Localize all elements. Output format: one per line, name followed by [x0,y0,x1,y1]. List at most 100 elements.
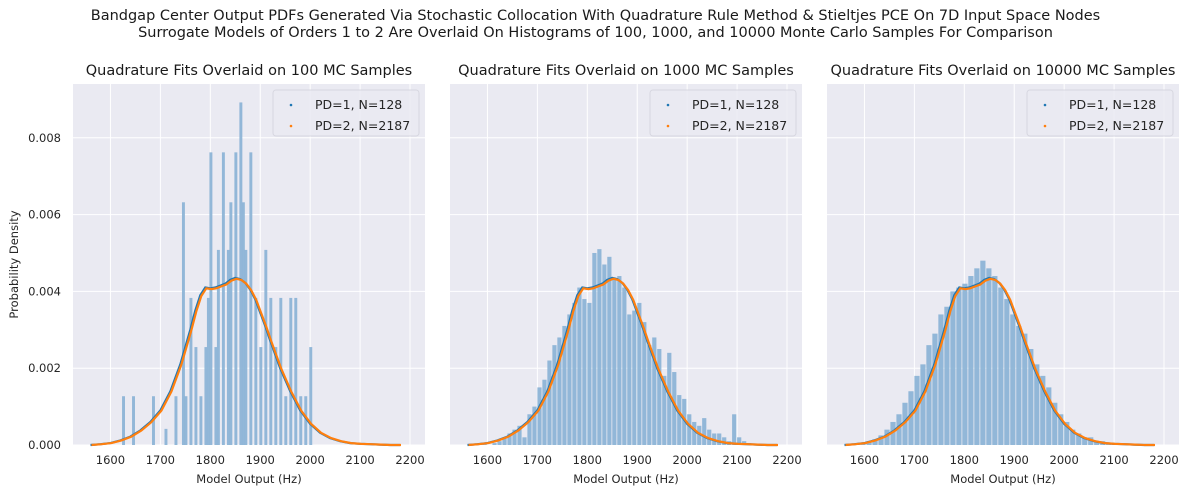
histogram-bar [1052,402,1058,445]
histogram-bar [194,347,198,445]
y-tick-label: 0.004 [28,284,61,298]
x-tick-label: 2000 [673,453,702,467]
histogram-bar [667,352,672,445]
histogram-bar [592,252,597,445]
histogram-bar [1028,348,1034,445]
histogram-bar [944,306,950,445]
panel-title: Quadrature Fits Overlaid on 1000 MC Samp… [458,63,794,79]
histogram-bar [492,443,497,445]
histogram-bar [259,347,263,445]
histogram-bar [950,291,956,445]
histogram-bar [956,287,962,445]
histogram-bar [657,348,662,445]
suptitle-line-1: Bandgap Center Output PDFs Generated Via… [90,8,1101,24]
histogram-bar [1094,441,1100,445]
legend-marker [1043,124,1047,128]
histogram-bar [1058,414,1064,445]
histogram-bar [602,264,607,445]
histogram-bar [572,302,577,445]
histogram-bar [289,297,293,445]
legend-label: PD=1, N=128 [315,97,402,112]
legend-marker [1043,103,1047,107]
histogram-bar [264,249,268,445]
histogram-bar [1082,437,1088,445]
histogram-bar [1022,333,1028,445]
histogram-bar [627,314,632,445]
histogram-bar [294,297,298,445]
legend-box [649,89,797,137]
series-line-pd2 [468,277,778,447]
histogram-bar [968,276,974,445]
x-tick-label: 1800 [573,453,602,467]
histogram-bar [1016,325,1022,445]
histogram-bar [254,297,258,445]
histogram-bar [304,396,308,445]
histogram-bar [697,425,702,445]
histogram-bar [896,414,902,445]
x-tick-label: 1900 [623,453,652,467]
series-line-pd2 [91,277,401,447]
chart-panel-1: 1600 1700 1800 1900 2000 2100 2200 Model Output… [7,63,425,486]
x-tick-label: 1800 [950,453,979,467]
histogram-bar [216,249,220,445]
chart-panel-2: 1600 1700 1800 1900 2000 2100 2200 Model Output… [450,63,802,486]
histogram-bar [884,429,890,445]
legend-label: PD=1, N=128 [1069,97,1156,112]
histogram-bar [164,428,168,445]
histogram-bar [692,421,697,445]
x-tick-label: 2000 [1050,453,1079,467]
histogram-bar [647,345,652,445]
x-tick-label: 2200 [772,453,801,467]
x-tick-label: 1600 [473,453,502,467]
x-tick-label: 1900 [1000,453,1029,467]
histogram-bar [632,310,637,445]
histogram-bar [537,387,542,445]
histogram-bar [244,249,248,445]
x-tick-label: 1600 [96,453,125,467]
histogram-bar [732,414,737,445]
histogram-bar [567,314,572,445]
legend-box [272,89,420,137]
histogram-bar [557,337,562,445]
histogram-bar [617,276,622,445]
histogram-bar [1070,429,1076,445]
histogram-bar [722,437,727,445]
histogram-bar [189,297,193,445]
histogram-bar [622,287,627,445]
histogram-bar [284,396,288,445]
histogram-bar [1040,375,1046,445]
histogram-bar [229,202,233,445]
y-tick-label: 0.002 [28,361,61,375]
histogram-bar [637,302,642,445]
x-axis-label: Model Output (Hz) [573,472,678,486]
histogram-bar [174,396,178,445]
x-tick-label: 2200 [1149,453,1178,467]
histogram-bar [239,102,243,445]
suptitle-line-2: Surrogate Models of Orders 1 to 2 Are Ov… [138,25,1053,41]
histogram-bar [702,418,707,445]
panel-title: Quadrature Fits Overlaid on 100 MC Sampl… [86,63,413,79]
figure-suptitle: Bandgap Center Output PDFs Generated Via… [0,8,1191,42]
histogram-bar [1004,299,1010,445]
legend-label: PD=2, N=2187 [1069,118,1164,133]
legend-label: PD=2, N=2187 [315,118,410,133]
legend-marker [289,103,293,107]
histogram-bar [309,347,313,445]
histogram-bar [652,337,657,445]
histogram-bar [214,347,218,445]
histogram-bar [582,299,587,445]
legend: PD=1, N=128 PD=2, N=2187 [649,89,797,137]
histogram-bar [597,249,602,445]
histogram-bar [682,398,687,445]
histogram-bar [962,283,968,445]
histogram-bar [1046,387,1052,445]
y-tick-label: 0.006 [28,208,61,222]
histogram-bar [532,406,537,445]
histogram-bar [122,396,125,445]
histogram-bar [1064,421,1070,445]
histogram-bar [527,414,532,445]
histogram-bar [552,345,557,445]
x-tick-label: 1900 [246,453,275,467]
histogram-bar [737,437,742,445]
x-tick-label: 1700 [523,453,552,467]
